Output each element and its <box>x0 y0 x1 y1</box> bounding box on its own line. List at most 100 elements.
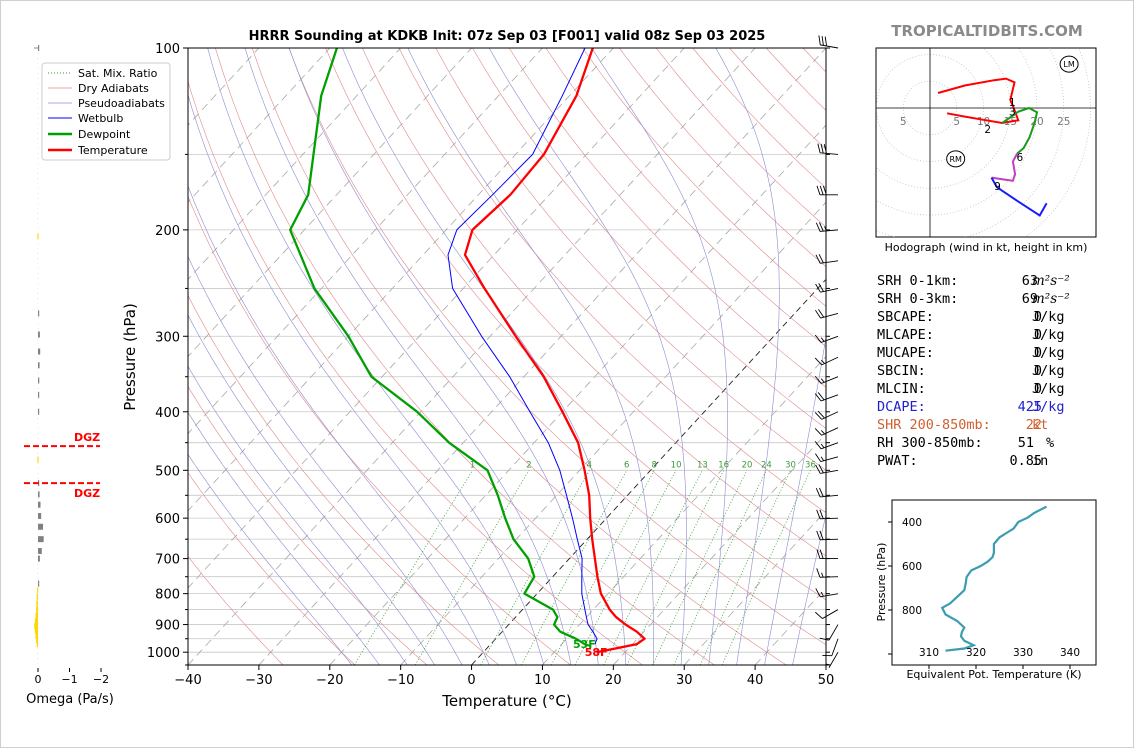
skewt-background-lines <box>188 48 826 665</box>
mixing-ratio-label: 13 <box>697 460 708 470</box>
pseudoadiabat <box>188 314 435 665</box>
mixing-ratio-label: 6 <box>624 460 629 470</box>
barb-flag <box>823 144 827 154</box>
wind-barb <box>814 392 839 402</box>
dry-adiabat <box>251 48 787 665</box>
legend-label-wetbulb: Wetbulb <box>78 112 123 125</box>
wind-barb <box>818 35 839 49</box>
x-tick-label: 40 <box>747 673 764 688</box>
omega-bar <box>35 612 38 619</box>
y-tick-label: 700 <box>155 553 180 568</box>
hodograph-ring-label: 5 <box>953 116 960 128</box>
pseudoadiabat <box>244 48 572 665</box>
x-tick-label: −20 <box>316 673 343 688</box>
index-label: SBCAPE: <box>877 309 934 325</box>
isotherm-line <box>258 48 826 665</box>
y-tick-label: 500 <box>155 464 180 479</box>
barb-staff <box>821 427 839 436</box>
index-label: SBCIN: <box>877 363 926 379</box>
barb-half-flag <box>821 572 824 578</box>
y-tick-label: 100 <box>155 42 180 57</box>
y-tick-label: 900 <box>155 619 180 634</box>
theta-e-x-tick-label: 340 <box>1060 647 1080 659</box>
omega-tick-label: −1 <box>61 673 77 686</box>
wind-barb <box>815 487 839 498</box>
pseudoadiabat <box>764 335 826 665</box>
wind-barb <box>815 453 839 462</box>
index-row: SRH 0-3km: 69 m²s⁻² <box>877 291 1092 309</box>
pseudoadiabat <box>715 48 780 665</box>
wind-barb <box>815 309 839 319</box>
isotherm-line <box>329 124 826 665</box>
y-tick-label: 300 <box>155 330 180 345</box>
hodograph-caption: Hodograph (wind in kt, height in km) <box>885 241 1088 254</box>
x-tick-label: −30 <box>245 673 272 688</box>
barb-staff <box>831 638 839 656</box>
index-unit: % <box>1046 435 1055 451</box>
hodograph-height-label: 1 <box>1009 97 1016 109</box>
index-unit: J/kg <box>1032 399 1065 415</box>
dgz-label: DGZ <box>74 487 100 500</box>
barb-flag <box>819 637 830 641</box>
x-tick-label: 0 <box>467 673 475 688</box>
theta-e-profile <box>940 505 1048 652</box>
pseudoadiabat <box>188 411 380 665</box>
index-value: 0 <box>1033 381 1042 397</box>
dry-adiabat <box>472 48 826 429</box>
index-label: SRH 0-1km: <box>877 273 959 289</box>
legend-label-dry-adiabats: Dry Adiabats <box>78 82 149 95</box>
x-tick-label: −40 <box>174 673 201 688</box>
pseudoadiabat <box>207 48 545 665</box>
index-unit: m²s⁻² <box>1032 291 1070 307</box>
hodograph-segment-3-6km <box>1001 106 1039 155</box>
omega-bar <box>38 501 41 508</box>
mixing-ratio-label: 1 <box>470 460 475 470</box>
hodograph-height-label: 9 <box>994 181 1001 193</box>
barb-flag <box>816 530 821 540</box>
barb-flag <box>814 428 823 436</box>
barb-half-flag <box>820 591 824 597</box>
omega-bar <box>38 555 40 562</box>
barb-flag <box>816 549 821 559</box>
omega-bar <box>38 45 40 51</box>
index-unit: J/kg <box>1032 363 1065 379</box>
barb-half-flag <box>820 337 825 342</box>
theta-e-y-label: Pressure (hPa) <box>875 543 888 622</box>
barb-flag <box>817 410 825 419</box>
hodograph-height-label: 3 <box>1009 107 1016 119</box>
mixing-ratio-label: 30 <box>785 460 796 470</box>
index-value: 0 <box>1033 309 1042 325</box>
index-label: MUCAPE: <box>877 345 934 361</box>
wind-barb <box>819 624 839 641</box>
barb-flag <box>816 185 821 195</box>
y-tick-label: 400 <box>155 406 180 421</box>
index-value: 425 <box>1017 399 1042 415</box>
skewt-y-label: Pressure (hPa) <box>121 303 139 411</box>
index-value: 0 <box>1033 327 1042 343</box>
barb-flag <box>822 185 827 195</box>
mixing-ratio-label: 20 <box>742 460 753 470</box>
omega-panel: DGZ DGZ 0 −1 −2 <box>24 45 109 686</box>
barb-staff <box>821 376 839 384</box>
omega-bar <box>34 623 38 630</box>
barb-flag <box>818 254 824 264</box>
omega-bar <box>38 491 40 498</box>
mixing-ratio-label: 24 <box>761 460 772 470</box>
barb-flag <box>816 568 821 578</box>
isotherm-line <box>188 48 685 589</box>
barb-flag <box>819 222 824 232</box>
barb-half-flag <box>820 430 825 435</box>
mixing-ratio-line <box>480 470 590 665</box>
omega-tick-label: −2 <box>93 673 109 686</box>
wind-barb <box>814 441 839 450</box>
skewt-legend: Sat. Mix. Ratio Dry Adiabats Pseudoadiab… <box>41 62 171 161</box>
barb-flag <box>814 412 823 420</box>
barb-flag <box>815 309 821 319</box>
x-tick-label: 10 <box>534 673 551 688</box>
mixing-ratio-label: 10 <box>671 460 682 470</box>
omega-bar <box>37 456 39 463</box>
omega-bar <box>36 641 38 648</box>
y-tick-label: 600 <box>155 512 180 527</box>
barb-staff <box>822 609 839 619</box>
